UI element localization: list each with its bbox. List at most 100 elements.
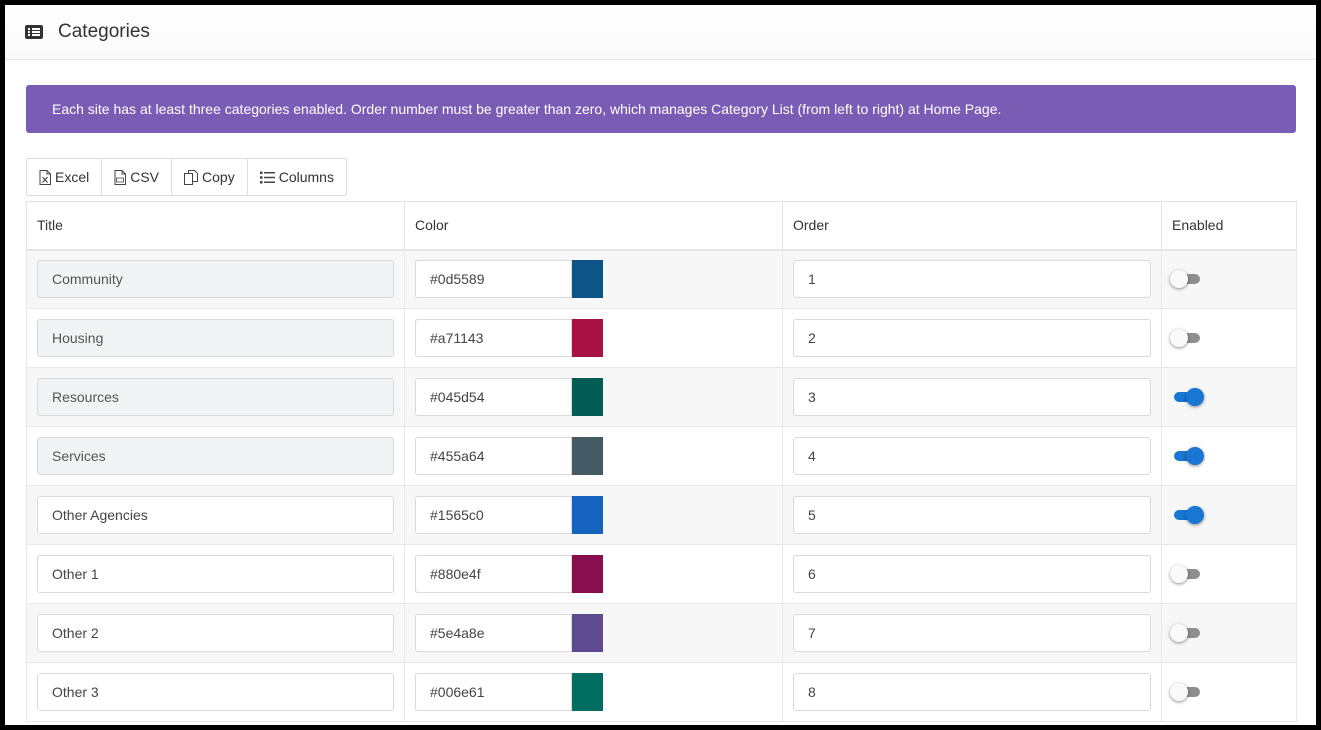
export-toolbar: Excel CSV Copy bbox=[26, 158, 347, 196]
order-input[interactable] bbox=[793, 614, 1151, 652]
column-header-title[interactable]: Title bbox=[26, 201, 405, 251]
color-cell bbox=[404, 544, 783, 604]
color-input[interactable] bbox=[415, 496, 572, 534]
color-swatch[interactable] bbox=[572, 614, 603, 652]
color-cell bbox=[404, 426, 783, 486]
title-input[interactable] bbox=[37, 260, 394, 299]
color-cell bbox=[404, 308, 783, 368]
toggle-knob bbox=[1170, 270, 1188, 289]
color-picker bbox=[415, 496, 603, 534]
enabled-toggle[interactable] bbox=[1170, 328, 1204, 348]
color-swatch[interactable] bbox=[572, 319, 603, 357]
excel-label: Excel bbox=[55, 169, 90, 185]
order-input[interactable] bbox=[793, 555, 1151, 593]
order-cell bbox=[782, 308, 1162, 368]
color-input[interactable] bbox=[415, 673, 572, 711]
order-input[interactable] bbox=[793, 496, 1151, 534]
color-swatch[interactable] bbox=[572, 673, 603, 711]
table-row bbox=[26, 603, 1297, 663]
title-cell bbox=[26, 249, 405, 309]
enabled-cell bbox=[1161, 367, 1297, 427]
enabled-cell bbox=[1161, 308, 1297, 368]
enabled-cell bbox=[1161, 662, 1297, 722]
enabled-toggle[interactable] bbox=[1170, 387, 1204, 407]
color-input[interactable] bbox=[415, 437, 572, 475]
color-cell bbox=[404, 603, 783, 663]
order-cell bbox=[782, 544, 1162, 604]
color-swatch[interactable] bbox=[572, 496, 603, 534]
enabled-toggle[interactable] bbox=[1170, 446, 1204, 466]
color-picker bbox=[415, 378, 603, 416]
color-input[interactable] bbox=[415, 260, 572, 299]
color-swatch[interactable] bbox=[572, 260, 603, 299]
title-cell bbox=[26, 662, 405, 722]
csv-button[interactable]: CSV bbox=[102, 159, 173, 195]
copy-button[interactable]: Copy bbox=[172, 159, 248, 195]
order-input[interactable] bbox=[793, 437, 1151, 475]
page-frame: Categories Each site has at least three … bbox=[5, 5, 1316, 725]
order-cell bbox=[782, 367, 1162, 427]
enabled-cell bbox=[1161, 603, 1297, 663]
excel-button[interactable]: Excel bbox=[27, 159, 103, 195]
order-input[interactable] bbox=[793, 260, 1151, 299]
enabled-toggle[interactable] bbox=[1170, 269, 1204, 289]
title-cell bbox=[26, 544, 405, 604]
title-cell bbox=[26, 308, 405, 368]
color-picker bbox=[415, 260, 603, 299]
table-row bbox=[26, 308, 1297, 368]
title-input[interactable] bbox=[37, 555, 394, 593]
toggle-knob bbox=[1170, 624, 1188, 642]
columns-label: Columns bbox=[278, 169, 334, 185]
color-swatch[interactable] bbox=[572, 437, 603, 475]
title-cell bbox=[26, 485, 405, 545]
enabled-toggle[interactable] bbox=[1170, 682, 1204, 702]
order-cell bbox=[782, 426, 1162, 486]
column-header-enabled[interactable]: Enabled bbox=[1161, 201, 1297, 251]
enabled-cell bbox=[1161, 485, 1297, 545]
color-input[interactable] bbox=[415, 555, 572, 593]
color-picker bbox=[415, 614, 603, 652]
list-icon bbox=[25, 25, 43, 39]
title-input[interactable] bbox=[37, 496, 394, 534]
table-row bbox=[26, 544, 1297, 604]
table-row bbox=[26, 662, 1297, 722]
enabled-cell bbox=[1161, 249, 1297, 309]
enabled-toggle[interactable] bbox=[1170, 623, 1204, 643]
order-input[interactable] bbox=[793, 378, 1151, 416]
order-input[interactable] bbox=[793, 673, 1151, 711]
enabled-toggle[interactable] bbox=[1170, 505, 1204, 525]
color-cell bbox=[404, 367, 783, 427]
toggle-knob bbox=[1186, 388, 1204, 406]
columns-icon bbox=[259, 171, 275, 183]
order-cell bbox=[782, 662, 1162, 722]
color-cell bbox=[404, 485, 783, 545]
color-input[interactable] bbox=[415, 319, 572, 357]
color-input[interactable] bbox=[415, 378, 572, 416]
copy-label: Copy bbox=[202, 169, 235, 185]
color-input[interactable] bbox=[415, 614, 572, 652]
title-cell bbox=[26, 603, 405, 663]
title-input[interactable] bbox=[37, 614, 394, 652]
enabled-toggle[interactable] bbox=[1170, 564, 1204, 584]
order-cell bbox=[782, 485, 1162, 545]
toggle-knob bbox=[1186, 506, 1204, 524]
title-input[interactable] bbox=[37, 437, 394, 475]
order-input[interactable] bbox=[793, 319, 1151, 357]
color-cell bbox=[404, 662, 783, 722]
title-input[interactable] bbox=[37, 673, 394, 711]
title-cell bbox=[26, 367, 405, 427]
enabled-cell bbox=[1161, 426, 1297, 486]
table-row bbox=[26, 367, 1297, 427]
columns-button[interactable]: Columns bbox=[248, 159, 346, 195]
table-row bbox=[26, 249, 1297, 309]
title-input[interactable] bbox=[37, 378, 394, 416]
title-input[interactable] bbox=[37, 319, 394, 357]
info-alert: Each site has at least three categories … bbox=[26, 85, 1296, 133]
color-swatch[interactable] bbox=[572, 378, 603, 416]
copy-icon bbox=[184, 169, 199, 185]
column-header-color[interactable]: Color bbox=[404, 201, 783, 251]
color-swatch[interactable] bbox=[572, 555, 603, 593]
column-header-order[interactable]: Order bbox=[782, 201, 1162, 251]
toggle-knob bbox=[1170, 565, 1188, 583]
title-cell bbox=[26, 426, 405, 486]
